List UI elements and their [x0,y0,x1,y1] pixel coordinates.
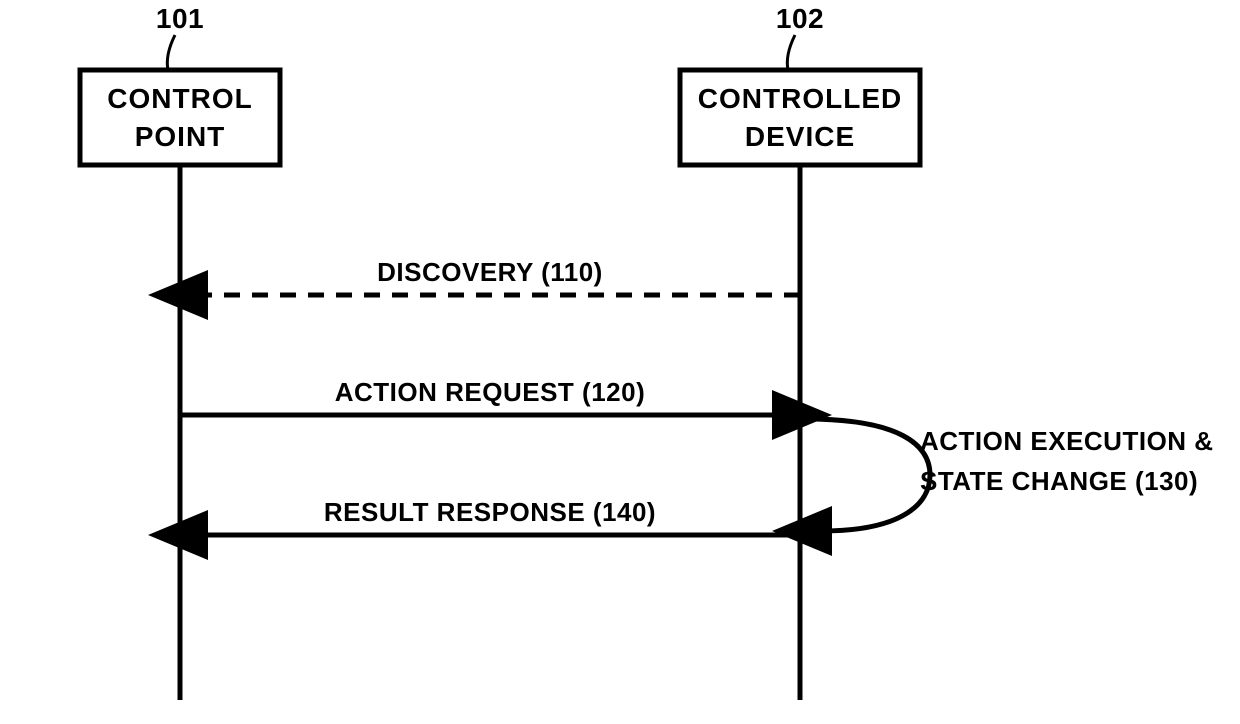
message-action-request: ACTION REQUEST (120) [180,377,782,415]
message-result-response-label: RESULT RESPONSE (140) [324,497,656,527]
control-point-leader-line [167,35,175,70]
message-discovery: DISCOVERY (110) [198,257,800,295]
control-point-label-line1: CONTROL [107,83,252,114]
control-point-id-label: 101 [156,3,204,34]
message-discovery-label: DISCOVERY (110) [377,257,603,287]
message-action-request-label: ACTION REQUEST (120) [335,377,646,407]
controlled-device-label-line1: CONTROLLED [698,83,902,114]
sequence-diagram: 101 CONTROL POINT 102 CONTROLLED DEVICE … [0,0,1240,724]
self-loop-arc [806,419,930,531]
controlled-device-id-label: 102 [776,3,824,34]
self-loop-action-execution: ACTION EXECUTION & STATE CHANGE (130) [806,419,1214,531]
control-point-label-line2: POINT [135,121,226,152]
participant-control-point: 101 CONTROL POINT [80,3,280,700]
message-result-response: RESULT RESPONSE (140) [198,497,800,535]
participant-controlled-device: 102 CONTROLLED DEVICE [680,3,920,700]
self-loop-label-line2: STATE CHANGE (130) [920,466,1198,496]
self-loop-label-line1: ACTION EXECUTION & [920,426,1214,456]
controlled-device-label-line2: DEVICE [745,121,855,152]
controlled-device-leader-line [787,35,795,70]
